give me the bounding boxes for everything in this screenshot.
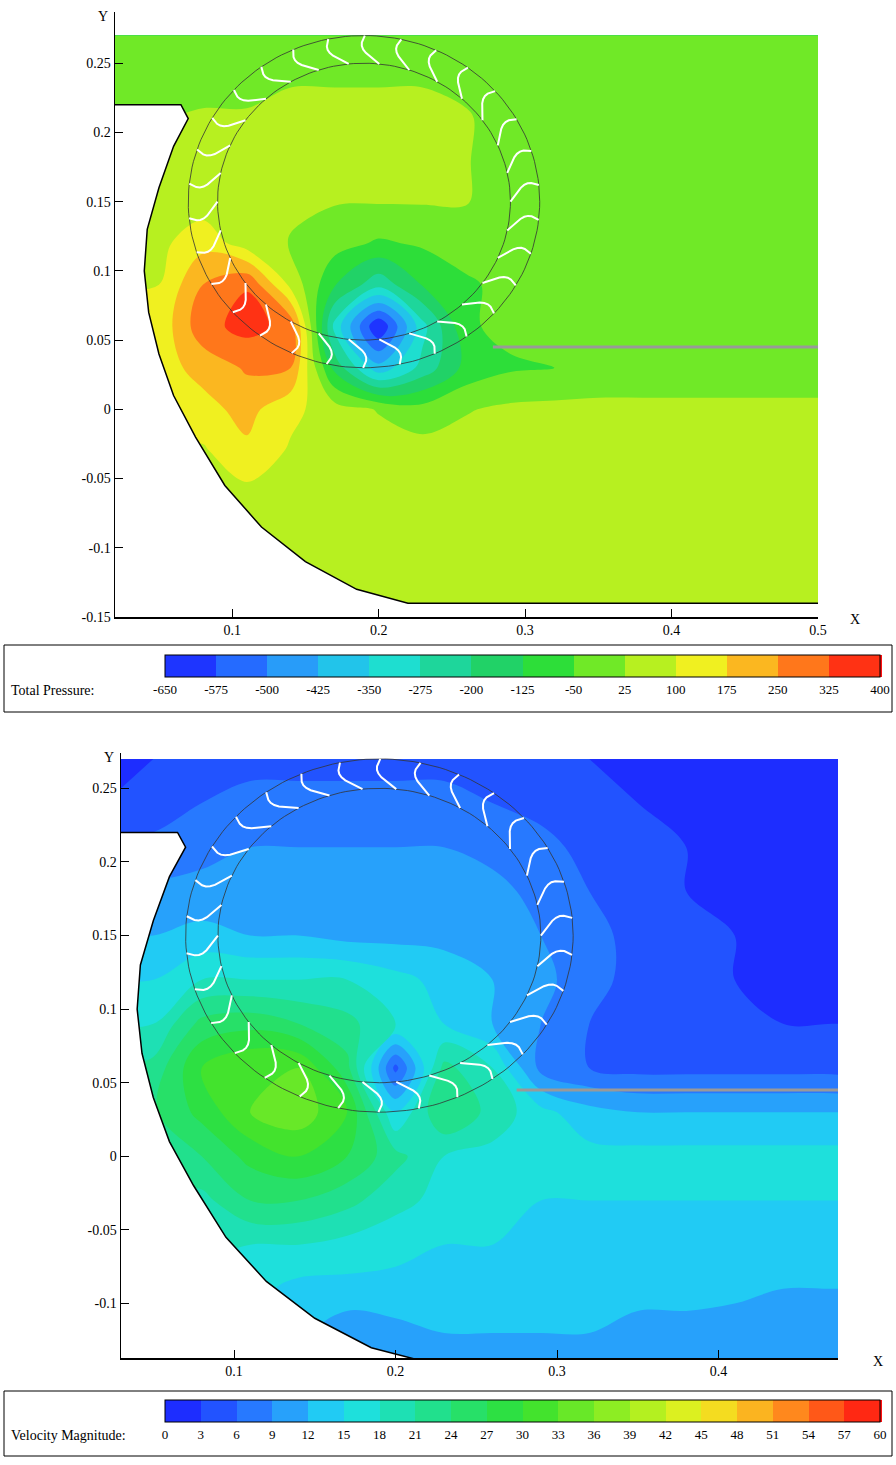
svg-text:6: 6 — [233, 1427, 240, 1442]
svg-text:48: 48 — [731, 1427, 744, 1442]
svg-text:51: 51 — [766, 1427, 779, 1442]
svg-text:400: 400 — [870, 682, 890, 697]
svg-text:Velocity Magnitude:: Velocity Magnitude: — [11, 1428, 126, 1443]
svg-text:175: 175 — [717, 682, 737, 697]
svg-text:42: 42 — [659, 1427, 672, 1442]
svg-text:Total Pressure:: Total Pressure: — [11, 683, 94, 698]
svg-text:54: 54 — [802, 1427, 816, 1442]
svg-text:X: X — [873, 1354, 883, 1369]
svg-text:3: 3 — [198, 1427, 205, 1442]
svg-text:-275: -275 — [408, 682, 432, 697]
svg-text:0.2: 0.2 — [99, 855, 117, 870]
svg-text:0.15: 0.15 — [92, 928, 117, 943]
svg-text:-0.05: -0.05 — [82, 471, 111, 486]
svg-text:27: 27 — [480, 1427, 494, 1442]
svg-text:325: 325 — [819, 682, 839, 697]
svg-text:-650: -650 — [153, 682, 177, 697]
svg-text:0.1: 0.1 — [223, 623, 241, 638]
svg-text:0.1: 0.1 — [99, 1002, 117, 1017]
svg-text:0.1: 0.1 — [93, 264, 111, 279]
svg-text:57: 57 — [838, 1427, 852, 1442]
svg-text:0.05: 0.05 — [86, 333, 111, 348]
svg-text:-350: -350 — [357, 682, 381, 697]
svg-text:12: 12 — [302, 1427, 315, 1442]
svg-text:-200: -200 — [460, 682, 484, 697]
svg-text:15: 15 — [337, 1427, 350, 1442]
svg-text:-0.1: -0.1 — [95, 1296, 117, 1311]
svg-text:9: 9 — [269, 1427, 276, 1442]
svg-text:-0.15: -0.15 — [82, 610, 111, 625]
svg-text:0.2: 0.2 — [93, 125, 111, 140]
svg-text:-0.05: -0.05 — [88, 1223, 117, 1238]
svg-text:0.2: 0.2 — [370, 623, 388, 638]
svg-text:250: 250 — [768, 682, 788, 697]
svg-text:Y: Y — [104, 750, 114, 765]
svg-text:Y: Y — [98, 9, 108, 24]
svg-text:0.2: 0.2 — [387, 1364, 405, 1379]
svg-text:18: 18 — [373, 1427, 386, 1442]
svg-text:0: 0 — [104, 402, 111, 417]
svg-text:33: 33 — [552, 1427, 565, 1442]
svg-text:-575: -575 — [204, 682, 228, 697]
svg-text:0.5: 0.5 — [809, 623, 827, 638]
svg-text:25: 25 — [618, 682, 631, 697]
svg-text:0.3: 0.3 — [548, 1364, 566, 1379]
svg-text:0: 0 — [162, 1427, 169, 1442]
svg-text:100: 100 — [666, 682, 686, 697]
svg-text:0.25: 0.25 — [86, 56, 111, 71]
svg-text:0.4: 0.4 — [663, 623, 681, 638]
svg-text:0.4: 0.4 — [710, 1364, 728, 1379]
svg-text:24: 24 — [445, 1427, 459, 1442]
svg-text:-500: -500 — [255, 682, 279, 697]
svg-text:21: 21 — [409, 1427, 422, 1442]
svg-text:0.3: 0.3 — [516, 623, 534, 638]
svg-text:45: 45 — [695, 1427, 708, 1442]
svg-text:X: X — [850, 612, 860, 627]
svg-text:-0.1: -0.1 — [89, 541, 111, 556]
svg-text:0.15: 0.15 — [86, 195, 111, 210]
svg-text:30: 30 — [516, 1427, 529, 1442]
svg-text:-125: -125 — [511, 682, 535, 697]
svg-text:0.1: 0.1 — [225, 1364, 243, 1379]
svg-text:0.25: 0.25 — [92, 781, 117, 796]
svg-text:-50: -50 — [565, 682, 582, 697]
svg-text:36: 36 — [588, 1427, 602, 1442]
svg-text:60: 60 — [874, 1427, 887, 1442]
svg-text:-425: -425 — [306, 682, 330, 697]
svg-text:0.05: 0.05 — [92, 1076, 117, 1091]
svg-text:39: 39 — [623, 1427, 636, 1442]
svg-text:0: 0 — [110, 1149, 117, 1164]
